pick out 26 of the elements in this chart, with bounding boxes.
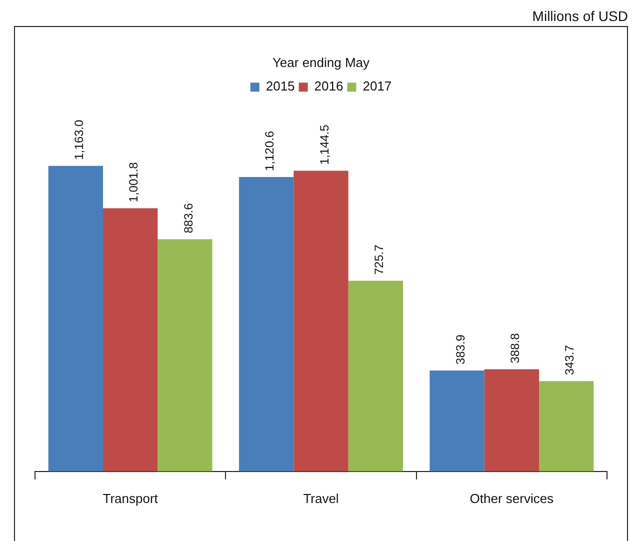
- bar: [294, 170, 348, 472]
- data-label: 388.8: [508, 332, 522, 364]
- data-label: 343.7: [562, 344, 577, 376]
- bar: [103, 208, 158, 472]
- x-tick-label: Travel: [303, 490, 339, 506]
- legend-label: 2015: [266, 78, 295, 94]
- x-tick-label: Transport: [102, 490, 158, 506]
- bar: [48, 166, 104, 472]
- data-label: 1,120.6: [262, 130, 277, 171]
- data-label: 1,001.8: [126, 162, 141, 202]
- data-label: 1,144.5: [317, 124, 332, 165]
- bar: [484, 369, 539, 472]
- legend-label: 2017: [362, 78, 392, 94]
- bar: [538, 381, 594, 472]
- legend-label: 2016: [314, 78, 344, 94]
- bar: [348, 280, 403, 472]
- x-tick-label: Other services: [470, 490, 554, 506]
- data-label: 1,163.0: [72, 120, 86, 160]
- data-label: 725.7: [372, 244, 386, 275]
- bar: [158, 239, 212, 472]
- text: Millions of USD: [532, 8, 628, 24]
- bar: [430, 370, 484, 472]
- data-label: 883.6: [181, 202, 196, 234]
- bar: [239, 177, 294, 472]
- data-label: 383.9: [453, 334, 468, 365]
- legend-title: Year ending May: [272, 55, 370, 70]
